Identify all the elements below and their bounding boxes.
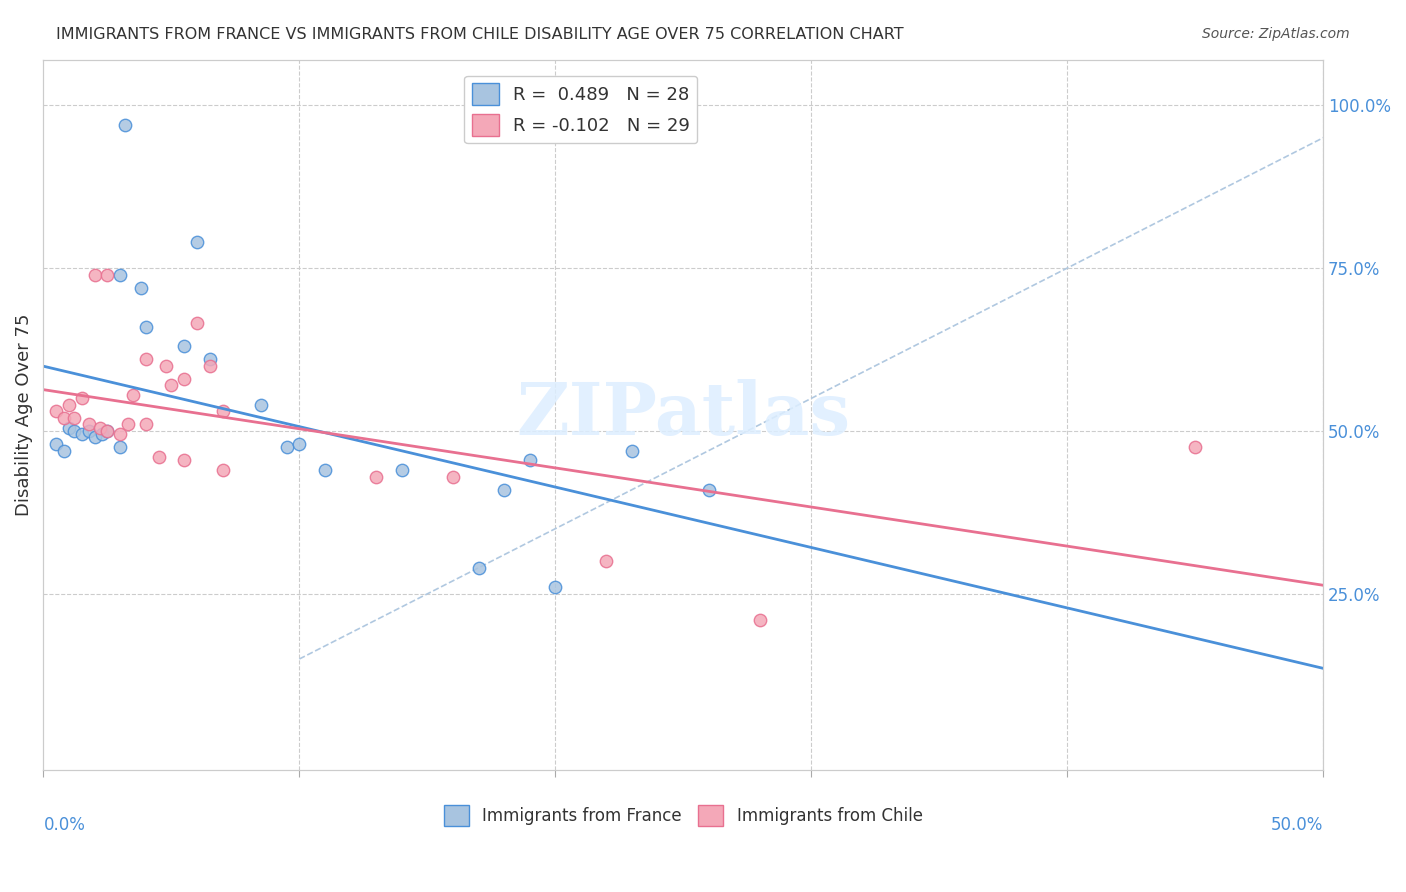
Point (160, 378, 183, 392)
Point (155, 359, 177, 373)
Point (83, 430, 105, 444)
Point (494, 483, 516, 497)
Point (117, 417, 139, 432)
Point (129, 280, 152, 294)
Point (467, 561, 489, 575)
Point (621, 443, 644, 458)
Point (519, 453, 541, 467)
Point (173, 372, 195, 386)
Point (70, 427, 93, 442)
Point (96, 268, 118, 282)
Point (58, 398, 80, 412)
Y-axis label: Disability Age Over 75: Disability Age Over 75 (15, 313, 32, 516)
Point (114, 118, 136, 132)
Point (1184, 440, 1206, 454)
Point (288, 437, 311, 451)
Point (91, 427, 114, 442)
Point (441, 469, 464, 483)
Point (63, 424, 86, 438)
Point (186, 235, 208, 249)
Point (108, 440, 131, 454)
Point (79, 417, 101, 432)
Legend: R =  0.489   N = 28, R = -0.102   N = 29: R = 0.489 N = 28, R = -0.102 N = 29 (464, 76, 697, 144)
Point (122, 388, 145, 402)
Point (135, 319, 157, 334)
Point (83, 268, 105, 282)
Text: IMMIGRANTS FROM FRANCE VS IMMIGRANTS FROM CHILE DISABILITY AGE OVER 75 CORRELATI: IMMIGRANTS FROM FRANCE VS IMMIGRANTS FRO… (56, 27, 904, 42)
Point (52, 443, 75, 458)
Point (108, 427, 131, 442)
Text: ZIPatlas: ZIPatlas (516, 379, 851, 450)
Point (135, 352, 157, 367)
Point (276, 440, 298, 454)
Point (79, 424, 101, 438)
Point (198, 352, 221, 367)
Point (58, 420, 80, 434)
Point (45, 437, 67, 451)
Point (749, 613, 772, 627)
Point (96, 424, 118, 438)
Point (96, 424, 118, 438)
Point (697, 483, 720, 497)
Point (52, 411, 75, 425)
Point (173, 453, 195, 467)
Point (45, 404, 67, 418)
Point (595, 554, 617, 568)
Point (211, 463, 233, 477)
Point (63, 411, 86, 425)
Text: Source: ZipAtlas.com: Source: ZipAtlas.com (1202, 27, 1350, 41)
Text: 0.0%: 0.0% (44, 816, 86, 834)
Point (173, 339, 195, 353)
Point (544, 580, 567, 594)
Point (250, 398, 273, 412)
Point (391, 463, 413, 477)
Point (211, 404, 233, 418)
Point (186, 317, 208, 331)
Point (198, 359, 221, 373)
Point (366, 469, 388, 483)
Point (314, 463, 336, 477)
Point (135, 417, 157, 432)
Point (108, 268, 131, 282)
Point (70, 392, 93, 406)
Point (89, 420, 111, 434)
Point (148, 450, 170, 464)
Text: 50.0%: 50.0% (1271, 816, 1323, 834)
